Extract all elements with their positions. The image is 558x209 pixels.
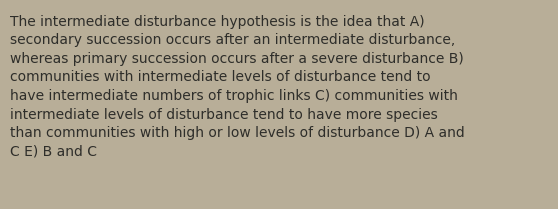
Text: The intermediate disturbance hypothesis is the idea that A)
secondary succession: The intermediate disturbance hypothesis …	[10, 15, 465, 159]
